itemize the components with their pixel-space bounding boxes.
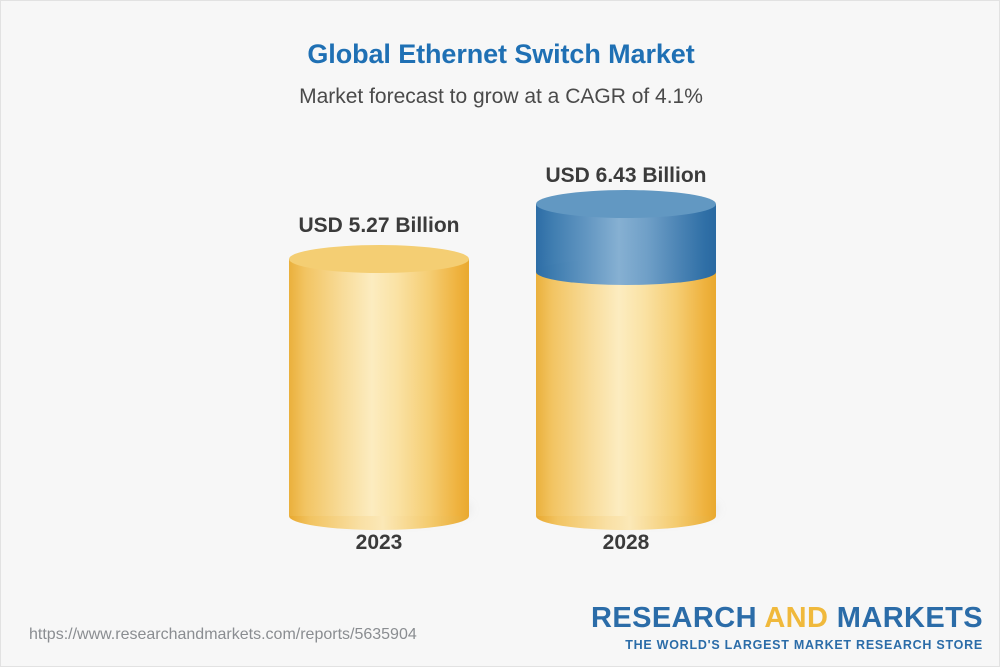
cylinder-body [536, 259, 716, 516]
brand-logo[interactable]: RESEARCH AND MARKETS THE WORLD'S LARGEST… [591, 604, 983, 653]
bar-category-label-2028: 2028 [602, 531, 650, 554]
bar-category-label-2023: 2023 [355, 531, 403, 554]
bar-value-label-2023: USD 5.27 Billion [298, 214, 460, 237]
cylinder-2023 [289, 245, 471, 530]
footer: https://www.researchandmarkets.com/repor… [1, 596, 999, 666]
bar-value-label-2028: USD 6.43 Billion [545, 164, 707, 187]
bar-group-2028: USD 6.43 Billion 2028 [496, 1, 756, 666]
brand-tagline: THE WORLD'S LARGEST MARKET RESEARCH STOR… [625, 638, 983, 652]
bar-group-2023: USD 5.27 Billion 2023 [249, 1, 509, 666]
page-title: Global Ethernet Switch Market [307, 39, 695, 69]
brand-name: RESEARCH AND MARKETS [591, 604, 983, 633]
cylinder-body [289, 259, 469, 516]
brand-name-part1: RESEARCH [590, 602, 765, 634]
cylinder-top-cap [289, 245, 469, 273]
cylinder-segment-base [289, 259, 469, 516]
cylinder-2028 [536, 190, 718, 530]
chart-subtitle: Market forecast to grow at a CAGR of 4.1… [299, 85, 703, 108]
chart-header: Global Ethernet Switch Market Market for… [1, 39, 999, 109]
cylinder-segment-base [536, 259, 716, 516]
cylinder-top-cap [536, 190, 716, 218]
brand-name-part3: MARKETS [828, 602, 983, 634]
brand-name-and: AND [764, 602, 829, 634]
source-url-link[interactable]: https://www.researchandmarkets.com/repor… [29, 626, 417, 643]
